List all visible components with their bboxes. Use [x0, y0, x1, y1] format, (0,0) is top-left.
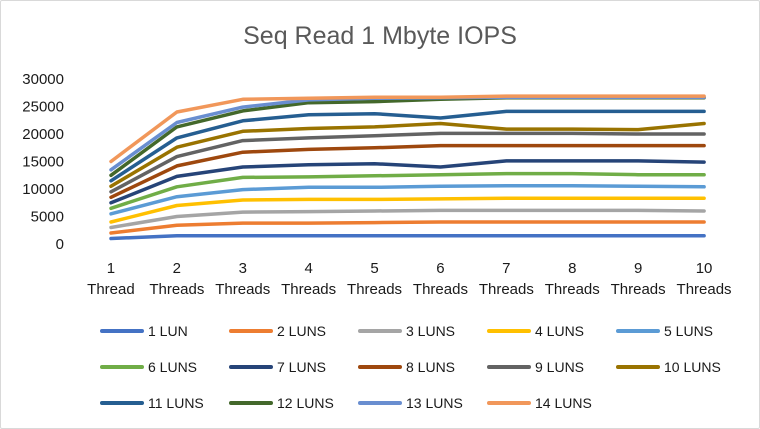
x-tick-label: 10 — [696, 260, 713, 277]
legend-swatch — [100, 329, 144, 333]
legend-label: 13 LUNS — [406, 395, 463, 411]
legend-swatch — [487, 401, 531, 405]
legend-label: 2 LUNS — [277, 323, 327, 339]
y-tick-label: 30000 — [22, 71, 64, 88]
x-tick-label: 1 — [107, 260, 115, 277]
legend-item: 5 LUNS — [616, 320, 713, 342]
legend-item: 14 LUNS — [487, 392, 592, 414]
series-line-6-luns — [109, 171, 706, 211]
chart-title: Seq Read 1 Mbyte IOPS — [243, 22, 517, 50]
legend-swatch — [229, 365, 273, 369]
legend-label: 8 LUNS — [406, 359, 456, 375]
series-line-5-luns — [109, 183, 706, 216]
legend-swatch — [487, 365, 531, 369]
legend-label: 11 LUNS — [148, 395, 204, 411]
x-tick-label: Threads — [413, 281, 468, 298]
legend-swatch — [229, 329, 273, 333]
series-line-8-luns — [109, 143, 706, 200]
x-tick-label: 2 — [173, 260, 181, 277]
legend-item: 7 LUNS — [229, 356, 326, 378]
legend-swatch — [487, 329, 531, 333]
x-tick-label: Threads — [149, 281, 204, 298]
legend-label: 10 LUNS — [664, 359, 721, 375]
x-tick-label: 5 — [370, 260, 378, 277]
legend-item: 1 LUN — [100, 320, 188, 342]
legend-swatch — [358, 329, 402, 333]
legend-label: 5 LUNS — [664, 323, 714, 339]
x-tick-label: 4 — [304, 260, 312, 277]
legend-label: 7 LUNS — [277, 359, 327, 375]
series-line-4-luns — [109, 196, 706, 224]
y-tick-label: 0 — [56, 236, 64, 253]
x-tick-label: 3 — [239, 260, 247, 277]
series-line-3-luns — [109, 208, 706, 230]
legend-label: 6 LUNS — [148, 359, 198, 375]
series-line-7-luns — [109, 159, 706, 205]
legend-label: 4 LUNS — [535, 323, 585, 339]
legend-swatch — [358, 365, 402, 369]
legend-swatch — [616, 329, 660, 333]
legend-item: 10 LUNS — [616, 356, 721, 378]
legend-label: 9 LUNS — [535, 359, 585, 375]
series-line-10-luns — [109, 121, 706, 189]
series-line-9-luns — [109, 131, 706, 194]
legend-swatch — [358, 401, 402, 405]
x-tick-label: 8 — [568, 260, 576, 277]
legend-swatch — [616, 365, 660, 369]
legend-label: 1 LUN — [148, 323, 188, 339]
legend-item: 9 LUNS — [487, 356, 584, 378]
series-layer — [109, 94, 706, 241]
axis-layer: 0 5000 10000 15000 20000 25000 30000 1 Thread 2 Th… — [22, 71, 731, 298]
legend-label: 12 LUNS — [277, 395, 334, 411]
x-tick-label: Threads — [611, 281, 666, 298]
series-line-2-luns — [109, 220, 706, 235]
x-tick-label: Threads — [281, 281, 336, 298]
legend-swatch — [100, 401, 144, 405]
legend-item: 12 LUNS — [229, 392, 334, 414]
legend-label: 3 LUNS — [406, 323, 456, 339]
x-tick-label: 7 — [502, 260, 510, 277]
legend-item: 11 LUNS — [100, 392, 204, 414]
legend-swatch — [229, 401, 273, 405]
y-tick-label: 25000 — [22, 99, 64, 116]
x-tick-label: Threads — [677, 281, 732, 298]
y-tick-label: 20000 — [22, 126, 64, 143]
x-tick-label: Threads — [215, 281, 270, 298]
legend-item: 6 LUNS — [100, 356, 197, 378]
x-tick-label: Threads — [545, 281, 600, 298]
y-tick-label: 15000 — [22, 154, 64, 171]
legend-item: 4 LUNS — [487, 320, 584, 342]
x-tick-label: Threads — [347, 281, 402, 298]
legend-label: 14 LUNS — [535, 395, 592, 411]
x-tick-label: Thread — [87, 281, 135, 298]
legend-item: 13 LUNS — [358, 392, 463, 414]
series-line-1-lun — [109, 234, 706, 241]
y-tick-label: 10000 — [22, 181, 64, 198]
legend-item: 8 LUNS — [358, 356, 455, 378]
y-tick-label: 5000 — [31, 209, 64, 226]
legend-swatch — [100, 365, 144, 369]
legend-item: 2 LUNS — [229, 320, 326, 342]
series-line-11-luns — [109, 109, 706, 183]
x-tick-label: 6 — [436, 260, 444, 277]
series-line-14-luns — [109, 94, 706, 164]
legend-item: 3 LUNS — [358, 320, 455, 342]
x-tick-label: 9 — [634, 260, 642, 277]
x-tick-label: Threads — [479, 281, 534, 298]
